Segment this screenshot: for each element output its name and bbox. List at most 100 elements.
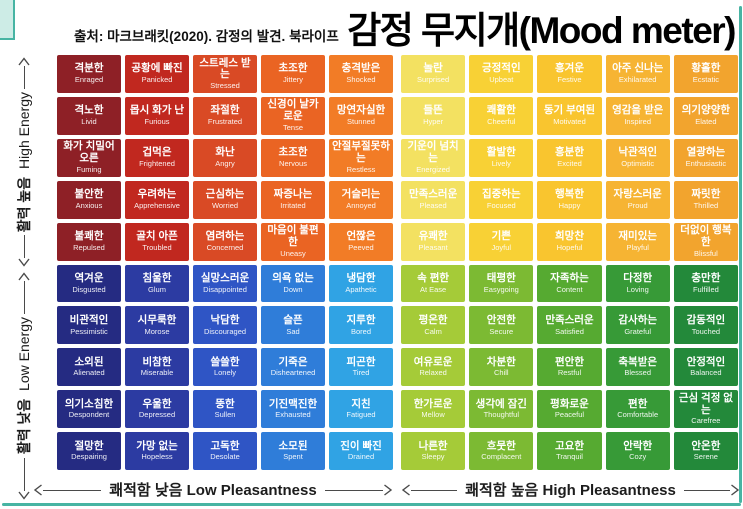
mood-cell: 기진맥진한 Exhausted — [261, 390, 325, 429]
mood-cell-english-label: Repulsed — [73, 242, 105, 252]
mood-cell-english-label: Worried — [211, 200, 239, 210]
mood-cell-english-label: Shocked — [346, 75, 376, 85]
axis-line — [411, 489, 458, 491]
mood-cell-korean-label: 유쾌한 — [418, 230, 448, 243]
mood-cell: 만족스러운 Satisfied — [537, 306, 602, 345]
mood-cell: 거슬리는 Annoyed — [329, 180, 393, 219]
arrow-up-icon — [18, 272, 30, 281]
mood-cell-korean-label: 격분한 — [74, 62, 104, 75]
mood-cell: 언짢은 Peeved — [329, 222, 393, 261]
mood-cell-english-label: Discouraged — [203, 326, 247, 336]
mood-cell-korean-label: 스트레스 받는 — [199, 56, 251, 81]
mood-cell: 흥분한 Excited — [537, 138, 602, 177]
mood-cell-english-label: Comfortable — [617, 410, 659, 420]
mood-cell-korean-label: 불쾌한 — [74, 230, 104, 243]
mood-cell: 자족하는 Content — [537, 264, 602, 303]
mood-cell: 짜증나는 Irritated — [261, 180, 325, 219]
mood-cell-korean-label: 절망한 — [74, 439, 104, 452]
mood-cell-english-label: Motivated — [553, 117, 586, 127]
mood-cell: 쓸쓸한 Lonely — [193, 348, 257, 387]
mood-cell-korean-label: 가망 없는 — [136, 439, 178, 452]
mood-cell: 기죽은 Disheartened — [261, 348, 325, 387]
mood-cell-english-label: Complacent — [481, 452, 522, 462]
mood-cell-english-label: Cozy — [629, 452, 647, 462]
mood-cell: 피곤한 Tired — [329, 348, 393, 387]
mood-cell-korean-label: 마음이 불편한 — [267, 224, 319, 248]
mood-grid-right-half: 놀란 Surprised 긍정적인 Upbeat 흥겨운 Festive 아주 신나는 Exh… — [401, 55, 738, 470]
mood-cell-english-label: Disheartened — [270, 368, 316, 378]
axis-line — [23, 66, 25, 89]
mood-cell-english-label: Despairing — [71, 452, 107, 462]
mood-cell: 불안한 Anxious — [57, 180, 121, 219]
mood-cell: 망연자실한 Stunned — [329, 96, 393, 135]
mood-cell-korean-label: 나른한 — [418, 439, 448, 452]
source-citation: 출처: 마크브래킷(2020). 감정의 발견. 북라이프 — [74, 29, 339, 44]
mood-cell: 공황에 빠진 Panicked — [125, 55, 189, 93]
frame-bottom-border — [2, 503, 741, 506]
mood-cell: 긍정적인 Upbeat — [469, 55, 534, 93]
mood-cell-english-label: Desolate — [210, 452, 240, 462]
mood-cell-english-label: Nervous — [279, 158, 307, 168]
mood-cell: 흐뭇한 Complacent — [469, 432, 534, 470]
arrow-left-icon — [401, 484, 410, 496]
mood-cell: 소모된 Spent — [261, 432, 325, 470]
mood-cell: 다정한 Loving — [605, 264, 670, 303]
mood-cell-korean-label: 편한 — [628, 397, 648, 410]
mood-cell-korean-label: 쓸쓸한 — [210, 355, 240, 368]
mood-cell-korean-label: 소외된 — [74, 355, 104, 368]
mood-cell: 안락한 Cozy — [605, 432, 670, 470]
mood-cell: 스트레스 받는 Stressed — [193, 55, 257, 93]
mood-cell-korean-label: 거슬리는 — [341, 188, 381, 201]
mood-cell: 절망한 Despairing — [57, 432, 121, 470]
mood-cell-korean-label: 열광하는 — [686, 146, 726, 159]
arrow-up-icon — [18, 57, 30, 66]
mood-cell-korean-label: 흥분한 — [555, 146, 584, 159]
mood-cell-english-label: Pessimistic — [70, 326, 108, 336]
mood-cell-english-label: Chill — [493, 368, 509, 378]
mood-cell: 태평한 Easygoing — [469, 264, 534, 303]
mood-cell: 열광하는 Enthusiastic — [673, 138, 738, 177]
mood-cell-english-label: Balanced — [690, 368, 722, 378]
mood-cell-korean-label: 집중하는 — [481, 188, 521, 201]
mood-cell: 여유로운 Relaxed — [401, 348, 466, 387]
mood-cell-korean-label: 초조한 — [278, 62, 308, 75]
mood-cell-english-label: Sleepy — [421, 452, 445, 462]
mood-cell: 유쾌한 Pleasant — [401, 222, 466, 261]
mood-cell-english-label: Touched — [691, 326, 721, 336]
mood-cell-english-label: Pleasant — [418, 242, 448, 252]
mood-cell-english-label: Excited — [557, 158, 582, 168]
mood-cell-english-label: Carefree — [691, 416, 721, 426]
mood-cell-english-label: Content — [556, 284, 583, 294]
mood-cell-english-label: Frightened — [139, 158, 175, 168]
mood-cell-english-label: Hopeless — [141, 452, 173, 462]
mood-cell-korean-label: 들뜬 — [423, 104, 443, 117]
mood-cell-korean-label: 낙담한 — [210, 313, 240, 326]
mood-cell: 낙담한 Discouraged — [193, 306, 257, 345]
mood-cell-korean-label: 시무룩한 — [137, 313, 177, 326]
mood-cell-korean-label: 기죽은 — [278, 355, 308, 368]
mood-cell-korean-label: 안온한 — [691, 439, 721, 452]
mood-cell-korean-label: 근심하는 — [205, 188, 245, 201]
mood-cell-english-label: Lively — [491, 158, 511, 168]
mood-cell: 몹시 화가 난 Furious — [125, 96, 189, 135]
mood-cell: 실망스러운 Disappointed — [193, 264, 257, 303]
x-axis-low-pleasantness: 쾌적함 낮음 Low Pleasantness — [33, 480, 393, 500]
mood-cell-english-label: Peeved — [348, 242, 374, 252]
axis-line — [23, 281, 25, 315]
mood-cell-english-label: Concerned — [206, 242, 244, 252]
mood-cell: 한가로운 Mellow — [401, 390, 466, 429]
mood-cell-english-label: Troubled — [142, 242, 172, 252]
mood-cell: 축복받은 Blessed — [605, 348, 670, 387]
mood-cell-korean-label: 근심 걱정 없는 — [678, 391, 733, 416]
mood-cell-korean-label: 차분한 — [486, 355, 516, 368]
mood-cell-english-label: Bored — [350, 326, 371, 336]
mood-cell-english-label: Grateful — [624, 326, 652, 336]
mood-cell: 더없이 행복한 Blissful — [673, 222, 738, 261]
frame-corner-decoration — [0, 0, 15, 40]
mood-cell: 기운이 넘치는 Energized — [401, 138, 466, 177]
mood-cell-english-label: Miserable — [140, 368, 174, 378]
mood-cell-korean-label: 불안한 — [74, 188, 104, 201]
mood-cell-english-label: Alienated — [73, 368, 105, 378]
mood-cell-english-label: Hyper — [423, 117, 444, 127]
page-title: 감정 무지개(Mood meter) — [347, 10, 736, 51]
